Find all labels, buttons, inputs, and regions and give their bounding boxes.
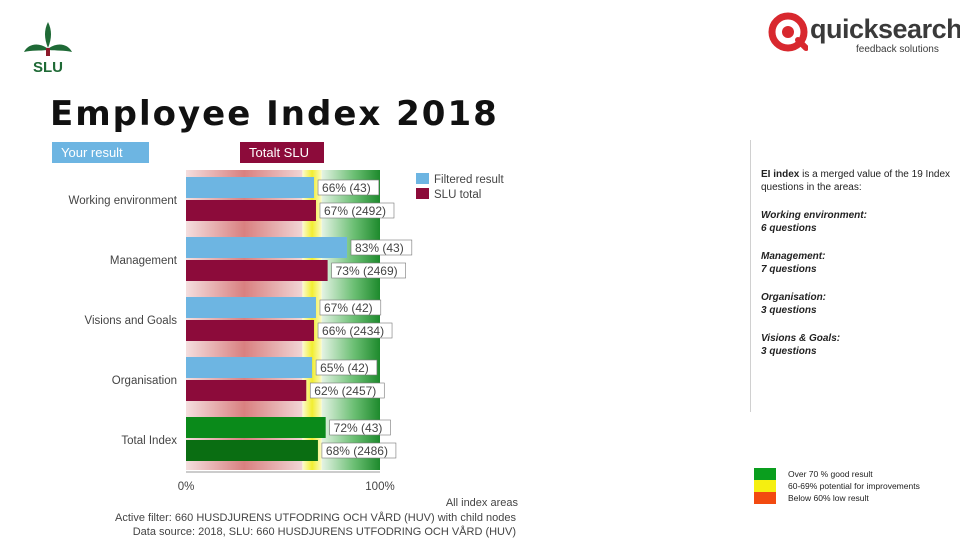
- info-section-title: Working environment:: [761, 210, 867, 221]
- bar-label-box: [315, 359, 378, 376]
- info-section-count: 3 questions: [761, 305, 817, 316]
- category-label: Working environment: [69, 195, 178, 207]
- employee-index-chart: 66% (43) 67% (2492) 83% (43) 73% (2469) 67% …: [69, 168, 519, 538]
- category-labels: Working environment Management Visions and…: [69, 195, 178, 447]
- legend-label: SLU total: [434, 189, 481, 201]
- bar-filtered: [186, 417, 326, 438]
- bar-total: [186, 380, 307, 401]
- x-tick-label: 0%: [178, 481, 195, 493]
- info-lead-bold: EI index: [761, 169, 800, 180]
- bar-total: [186, 200, 316, 221]
- info-section-count: 3 questions: [761, 346, 817, 357]
- category-label: Organisation: [112, 375, 177, 387]
- bar-label: 73% (2469): [336, 264, 398, 278]
- bar-label-box: [321, 442, 397, 459]
- color-legend-potential: 60-69% potential for improvements: [754, 480, 920, 492]
- bar-filtered: [186, 357, 313, 378]
- bar-label: 66% (2434): [322, 324, 384, 338]
- bar-total: [186, 440, 318, 461]
- bar-label-box: [317, 322, 393, 339]
- bar-label: 67% (2492): [324, 204, 386, 218]
- legend-swatch: [416, 188, 429, 199]
- category-label: Total Index: [121, 435, 177, 447]
- color-legend: Over 70 % good result 60-69% potential f…: [754, 468, 920, 504]
- info-section-title: Visions & Goals:: [761, 333, 841, 344]
- bar-label-box: [317, 179, 380, 196]
- bar-label: 83% (43): [355, 241, 404, 255]
- bar-total: [186, 320, 315, 341]
- slu-logo: SLU: [24, 22, 72, 76]
- bar-label: 66% (43): [322, 181, 371, 195]
- quicksearch-mark-icon: [768, 12, 808, 52]
- info-section-title: Management:: [761, 251, 826, 262]
- bar-filtered: [186, 177, 315, 198]
- bar-label-box: [319, 299, 382, 316]
- info-section-working: Working environment: 6 questions: [761, 209, 951, 235]
- category-label: Visions and Goals: [85, 315, 178, 327]
- x-axis: 0% 100%: [178, 471, 395, 493]
- total-slu-tag: Totalt SLU: [240, 142, 324, 163]
- bar-total: [186, 260, 328, 281]
- series-legend: Filtered result SLU total: [408, 168, 518, 204]
- info-section-visions: Visions & Goals: 3 questions: [761, 332, 951, 358]
- bars: 66% (43) 67% (2492) 83% (43) 73% (2469) 67% …: [186, 177, 413, 461]
- active-filter-text: Active filter: 660 HUSDJURENS UTFODRING …: [115, 511, 516, 524]
- your-result-tag: Your result: [52, 142, 149, 163]
- info-lead: EI index is a merged value of the 19 Ind…: [761, 168, 951, 194]
- info-lead-rest: is a merged value of the 19 Index questi…: [761, 169, 951, 193]
- bar-label: 67% (42): [324, 301, 373, 315]
- bar-label-box: [329, 419, 391, 436]
- x-tick-label: 100%: [365, 481, 394, 493]
- info-panel: EI index is a merged value of the 19 Ind…: [761, 168, 951, 358]
- areas-label: All index areas: [446, 497, 519, 509]
- color-legend-label: Over 70 % good result: [788, 469, 873, 479]
- bar-label-box: [309, 382, 385, 399]
- bar-label-box: [350, 239, 413, 256]
- category-label: Management: [110, 255, 178, 267]
- vendor-tagline: feedback solutions: [856, 44, 939, 55]
- color-legend-low: Below 60% low result: [754, 492, 920, 504]
- color-legend-label: 60-69% potential for improvements: [788, 481, 920, 491]
- info-divider: [750, 140, 751, 412]
- info-section-title: Organisation:: [761, 292, 827, 303]
- color-legend-label: Below 60% low result: [788, 493, 869, 503]
- quicksearch-logo: quicksearch feedback solutions: [768, 10, 960, 56]
- bar-filtered: [186, 237, 348, 258]
- color-legend-swatch: [754, 468, 776, 480]
- vendor-name: quicksearch: [810, 14, 960, 44]
- color-legend-swatch: [754, 480, 776, 492]
- info-section-count: 6 questions: [761, 223, 817, 234]
- bar-label-box: [331, 262, 406, 279]
- bar-label-box: [319, 202, 395, 219]
- legend-swatch: [416, 173, 429, 184]
- color-legend-swatch: [754, 492, 776, 504]
- info-section-organisation: Organisation: 3 questions: [761, 291, 951, 317]
- page-title: Employee Index 2018: [50, 94, 499, 134]
- info-section-count: 7 questions: [761, 264, 817, 275]
- bar-label: 68% (2486): [326, 444, 388, 458]
- bar-filtered: [186, 297, 316, 318]
- color-legend-good: Over 70 % good result: [754, 468, 920, 480]
- bar-label: 65% (42): [320, 361, 369, 375]
- info-section-management: Management: 7 questions: [761, 250, 951, 276]
- data-source-text: Data source: 2018, SLU: 660 HUSDJURENS U…: [133, 525, 516, 538]
- bar-label: 72% (43): [334, 421, 383, 435]
- bar-label: 62% (2457): [314, 384, 376, 398]
- slu-logo-text: SLU: [33, 59, 63, 76]
- legend-label: Filtered result: [434, 174, 504, 186]
